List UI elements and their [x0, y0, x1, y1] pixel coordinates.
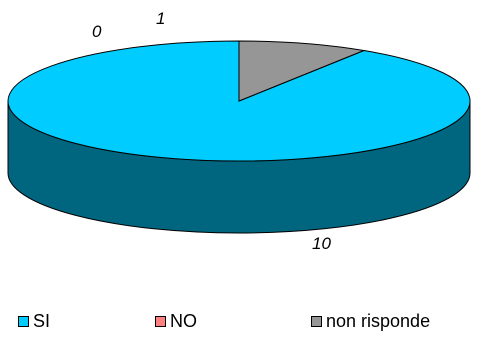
legend-label-no: NO: [170, 311, 197, 331]
legend: SI NO non risponde: [0, 310, 478, 334]
legend-label-non-risponde: non risponde: [326, 311, 431, 331]
legend-item-no: NO: [155, 310, 197, 332]
data-label-si: 10: [312, 234, 331, 253]
data-label-no: 0: [92, 22, 102, 41]
pie-top: [7, 40, 471, 162]
data-label-non-risponde: 1: [156, 9, 165, 28]
pie-data-labels: 10 0 1: [92, 9, 331, 253]
legend-swatch-non-risponde: [311, 315, 322, 327]
legend-item-non-risponde: non risponde: [311, 310, 430, 332]
legend-label-si: SI: [33, 311, 51, 331]
legend-swatch-si: [18, 315, 29, 327]
legend-item-si: SI: [18, 310, 50, 332]
legend-swatch-no: [155, 315, 166, 327]
pie-slice-non-risponde: [238, 40, 366, 102]
